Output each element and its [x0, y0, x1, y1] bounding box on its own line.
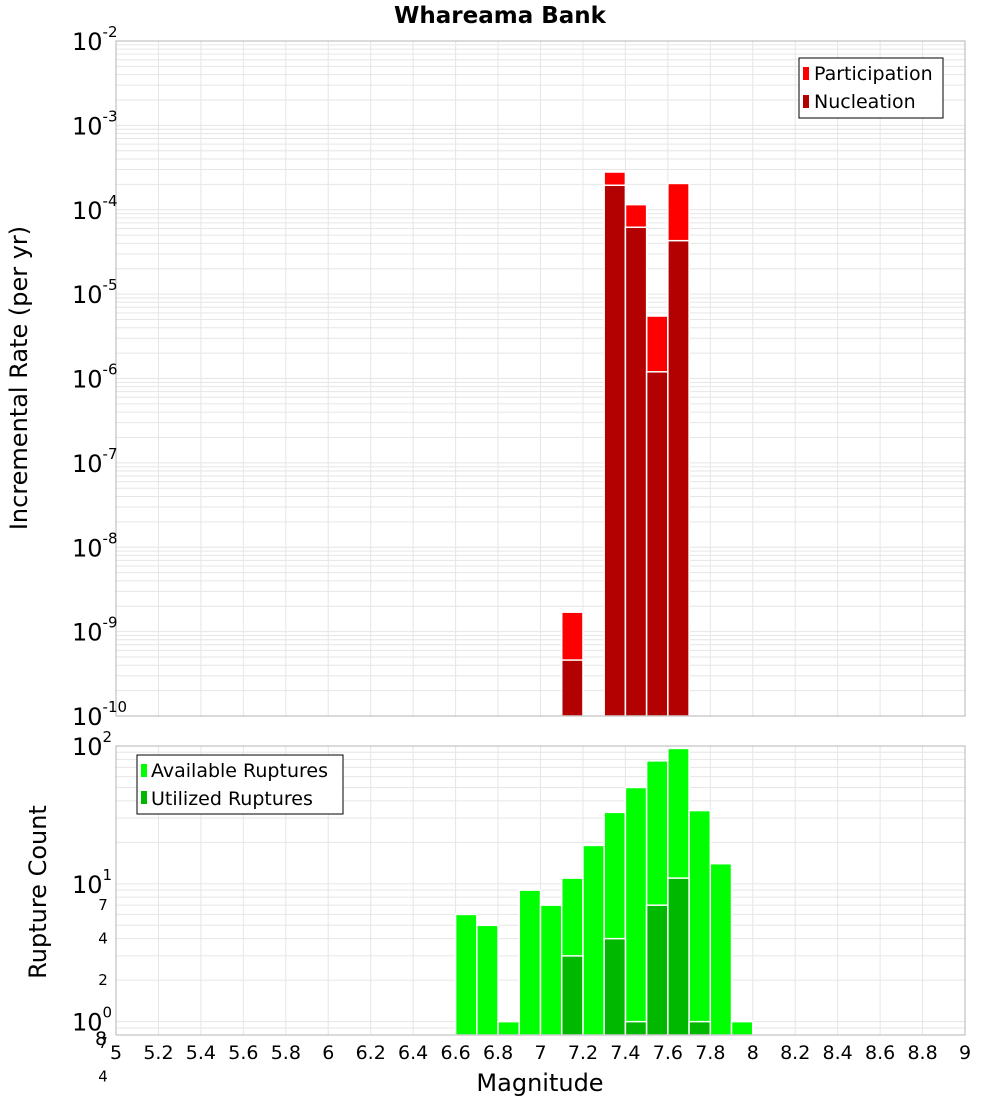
- bottom-y-tick-label: 102: [72, 728, 112, 761]
- bottom-y-axis-label: Rupture Count: [24, 805, 52, 979]
- top-y-tick-label: 10-7: [72, 445, 118, 478]
- bottom-legend-box: [136, 754, 344, 815]
- legend-label-utilized: Utilized Ruptures: [151, 788, 313, 810]
- bar-available-ruptures: [688, 809, 712, 1036]
- x-tick-label: 6: [322, 1042, 334, 1064]
- bar-utilized-ruptures: [560, 955, 584, 1036]
- x-tick-label: 5.4: [186, 1042, 216, 1064]
- legend-swatch-participation: [803, 67, 809, 80]
- x-axis-label: Magnitude: [476, 1069, 603, 1097]
- top-y-tick-label: 10-5: [72, 276, 118, 309]
- top-bars: [560, 171, 690, 717]
- x-tick-label: 7.6: [653, 1042, 683, 1064]
- legend-swatch-available: [141, 764, 147, 777]
- bar-utilized-ruptures: [624, 1020, 648, 1036]
- x-tick-label: 6.2: [356, 1042, 386, 1064]
- top-y-tick-label: 10-3: [72, 107, 118, 140]
- x-tick-label: 5.8: [271, 1042, 301, 1064]
- bar-nucleation: [560, 659, 584, 717]
- x-tick-label: 8: [747, 1042, 759, 1064]
- x-tick-label: 8.2: [780, 1042, 810, 1064]
- incremental-rate-panel: 10-2 10-3 10-4 10-5 10-6 10-7 10-8 10-9 10-10 In…: [5, 23, 966, 731]
- x-tick-label: 5.6: [228, 1042, 258, 1064]
- top-y-tick-label: 10-2: [72, 23, 118, 56]
- legend-swatch-utilized: [141, 791, 147, 804]
- top-y-tick-label: 10-9: [72, 614, 118, 647]
- top-plot-border: [115, 40, 966, 717]
- bar-available-ruptures: [709, 862, 733, 1036]
- x-tick-label: 7: [534, 1042, 546, 1064]
- bottom-y-tick-label: 101: [72, 866, 112, 899]
- top-y-tick-label: 10-10: [72, 698, 127, 731]
- top-y-tick-label: 10-8: [72, 529, 118, 562]
- legend-swatch-nucleation: [803, 95, 809, 108]
- legend-label-nucleation: Nucleation: [814, 91, 916, 113]
- x-tick-label: 7.2: [568, 1042, 598, 1064]
- top-y-tick-labels: 10-2 10-3 10-4 10-5 10-6 10-7 10-8 10-9 10-10: [72, 23, 127, 731]
- x-tick-label: 9: [959, 1042, 971, 1064]
- top-legend-box: [798, 57, 944, 119]
- rupture-count-panel: 1021011007427428 Rupture Count Available…: [24, 728, 971, 1097]
- bar-utilized-ruptures: [688, 1020, 712, 1036]
- bar-nucleation: [667, 239, 690, 717]
- bar-available-ruptures: [539, 904, 563, 1036]
- x-tick-label: 6.6: [440, 1042, 470, 1064]
- x-tick-label: 5.2: [143, 1042, 173, 1064]
- bottom-legend: Available Ruptures Utilized Ruptures: [136, 754, 344, 815]
- bar-available-ruptures: [582, 844, 605, 1036]
- bar-utilized-ruptures: [667, 877, 690, 1036]
- bar-nucleation: [645, 371, 669, 717]
- bar-utilized-ruptures: [603, 937, 627, 1036]
- bottom-y-minor-tick-label: 4: [98, 1067, 108, 1085]
- bar-available-ruptures: [476, 924, 499, 1036]
- bottom-y-minor-tick-label: 4: [98, 930, 108, 948]
- bar-nucleation: [624, 226, 648, 717]
- x-tick-label: 7.8: [695, 1042, 725, 1064]
- top-y-axis-label: Incremental Rate (per yr): [5, 226, 33, 530]
- top-y-tick-label: 10-4: [72, 192, 118, 225]
- legend-label-participation: Participation: [814, 63, 933, 85]
- bottom-y-tick-labels: 1021011007427428: [72, 728, 112, 1085]
- x-tick-label: 8.4: [823, 1042, 853, 1064]
- legend-label-available: Available Ruptures: [151, 760, 328, 782]
- bottom-plot-border: [115, 745, 966, 1036]
- x-tick-label: 8.6: [865, 1042, 895, 1064]
- top-grid: [115, 41, 966, 717]
- chart-title: Whareama Bank: [394, 3, 607, 29]
- bottom-bars: [454, 747, 754, 1036]
- bottom-y-minor-tick-label: 7: [98, 1034, 108, 1052]
- x-tick-labels: 5 5.2 5.4 5.6 5.8 6 6.2 6.4 6.6 6.8 7 7.2 7.4 7.6 7.8 8…: [110, 1042, 971, 1064]
- bottom-y-minor-tick-label: 2: [98, 971, 108, 989]
- bar-available-ruptures: [730, 1020, 754, 1036]
- x-tick-label: 8.8: [907, 1042, 937, 1064]
- bar-nucleation: [603, 184, 627, 717]
- x-tick-label: 7.4: [610, 1042, 640, 1064]
- bar-available-ruptures: [624, 786, 648, 1036]
- bar-available-ruptures: [518, 889, 542, 1036]
- x-tick-label: 6.8: [483, 1042, 513, 1064]
- x-tick-label: 6.4: [398, 1042, 428, 1064]
- x-tick-label: 5: [110, 1042, 122, 1064]
- bar-available-ruptures: [497, 1020, 521, 1036]
- top-legend: Participation Nucleation: [798, 57, 944, 119]
- bottom-y-minor-tick-label: 7: [98, 896, 108, 914]
- bar-utilized-ruptures: [645, 904, 669, 1036]
- bar-available-ruptures: [454, 913, 478, 1036]
- top-y-tick-label: 10-6: [72, 361, 118, 394]
- bottom-y-minor-tick-label: 8: [95, 1028, 107, 1050]
